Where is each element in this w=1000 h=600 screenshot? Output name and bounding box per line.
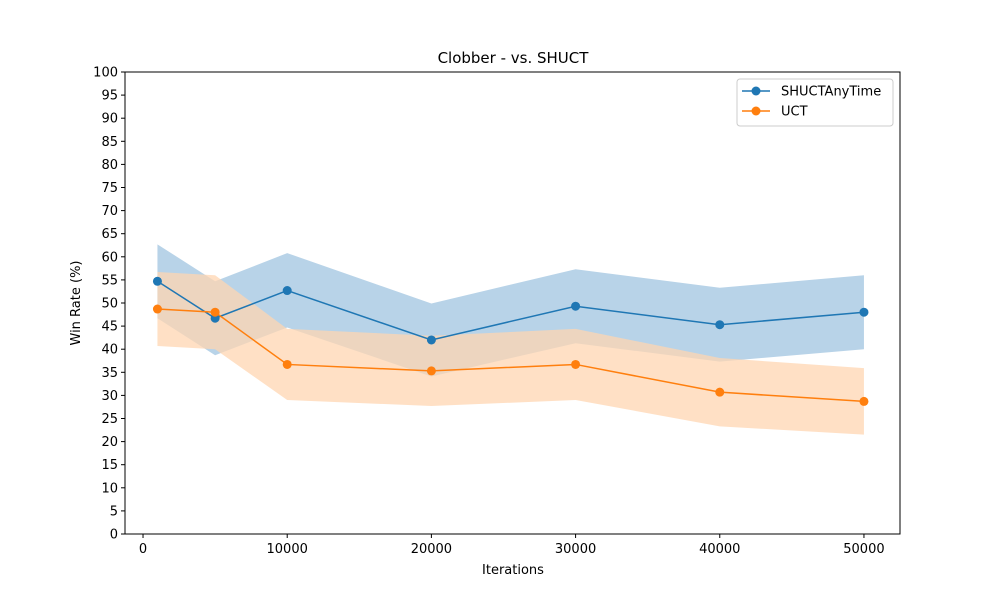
y-tick-label: 80 bbox=[101, 158, 118, 173]
x-tick-label: 10000 bbox=[267, 542, 308, 557]
point-shuctanytime-1000 bbox=[152, 276, 162, 286]
y-tick-label: 20 bbox=[101, 435, 118, 450]
y-tick-label: 55 bbox=[101, 273, 118, 288]
y-tick-label: 45 bbox=[101, 320, 118, 335]
point-uct-1000 bbox=[152, 304, 162, 314]
y-tick-label: 25 bbox=[101, 412, 118, 427]
point-shuctanytime-40000 bbox=[715, 320, 725, 330]
y-tick-label: 35 bbox=[101, 366, 118, 381]
y-tick-label: 40 bbox=[101, 343, 118, 358]
y-tick-label: 15 bbox=[101, 458, 118, 473]
legend: SHUCTAnyTime UCT bbox=[736, 78, 894, 127]
y-tick-label: 50 bbox=[101, 297, 118, 312]
point-shuctanytime-50000 bbox=[859, 307, 869, 317]
y-tick-label: 85 bbox=[101, 135, 118, 150]
y-tick-label: 100 bbox=[93, 66, 118, 81]
chart-title: Clobber - vs. SHUCT bbox=[438, 49, 590, 67]
y-tick-label: 90 bbox=[101, 112, 118, 127]
legend-label-shuctanytime: SHUCTAnyTime bbox=[781, 85, 881, 100]
point-uct-20000 bbox=[426, 366, 436, 376]
legend-box bbox=[736, 78, 894, 127]
x-tick-label: 50000 bbox=[843, 542, 884, 557]
y-tick-label: 65 bbox=[101, 227, 118, 242]
point-shuctanytime-20000 bbox=[426, 335, 436, 345]
confidence-bands bbox=[157, 244, 864, 435]
point-uct-5000 bbox=[210, 307, 220, 317]
axes: 0 10000 20000 30000 40000 50000 0 5 10 15 20 25 30 35… bbox=[93, 66, 901, 557]
y-tick-label: 95 bbox=[101, 89, 118, 104]
band-uct bbox=[157, 272, 864, 435]
point-uct-30000 bbox=[571, 359, 581, 369]
point-uct-10000 bbox=[282, 359, 292, 369]
point-shuctanytime-30000 bbox=[571, 301, 581, 311]
y-axis-label: Win Rate (%) bbox=[69, 261, 84, 346]
band-shuctanytime bbox=[157, 244, 864, 377]
y-tick-label: 10 bbox=[101, 481, 118, 496]
y-tick-label: 30 bbox=[101, 389, 118, 404]
point-shuctanytime-10000 bbox=[282, 286, 292, 296]
y-tick-label: 70 bbox=[101, 204, 118, 219]
x-tick-label: 0 bbox=[139, 542, 147, 557]
x-tick-label: 40000 bbox=[699, 542, 740, 557]
x-axis-label: Iterations bbox=[482, 563, 544, 578]
point-uct-50000 bbox=[859, 396, 869, 406]
legend-marker-uct bbox=[751, 106, 761, 116]
legend-label-uct: UCT bbox=[781, 105, 808, 120]
y-tick-label: 5 bbox=[110, 504, 118, 519]
y-tick-label: 75 bbox=[101, 181, 118, 196]
point-uct-40000 bbox=[715, 387, 725, 397]
series-markers bbox=[152, 276, 869, 406]
y-tick-label: 60 bbox=[101, 250, 118, 265]
x-tick-label: 30000 bbox=[555, 542, 596, 557]
legend-marker-shuctanytime bbox=[751, 86, 761, 96]
x-tick-label: 20000 bbox=[411, 542, 452, 557]
y-tick-label: 0 bbox=[110, 528, 118, 543]
